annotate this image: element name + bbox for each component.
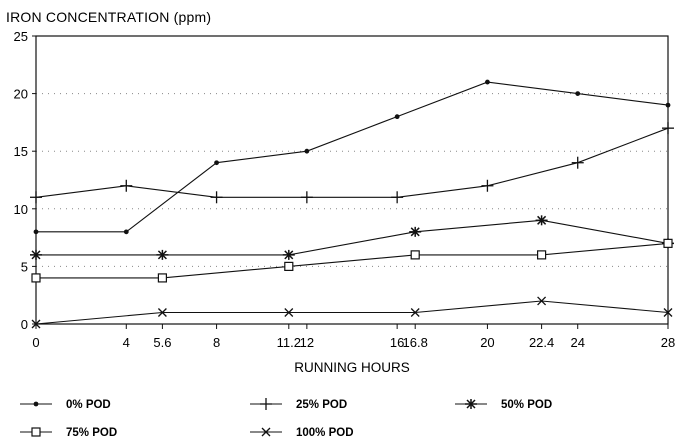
x-tick-label: 20	[480, 335, 494, 350]
asterisk-stroke	[410, 227, 420, 237]
point-marker-dot	[575, 91, 581, 96]
y-tick-label: 5	[21, 259, 28, 274]
x-stroke	[410, 308, 420, 317]
x-tick-label: 0	[32, 335, 39, 350]
x-stroke	[157, 308, 167, 317]
point-marker-plus	[210, 191, 223, 204]
point-marker-square	[157, 273, 167, 283]
y-tick-label: 15	[14, 144, 28, 159]
point-marker-square	[410, 250, 420, 260]
asterisk-stroke	[537, 215, 547, 225]
x-tick-label: 5.6	[153, 335, 171, 350]
y-axis: 0 5 10 15 20 25	[14, 29, 36, 332]
chart-title: IRON CONCENTRATION (ppm)	[6, 9, 211, 25]
legend-item: 100% POD	[250, 427, 354, 439]
x-tick-label: 8	[213, 335, 220, 350]
point-marker-plus	[391, 191, 404, 204]
point-marker-x	[537, 296, 547, 306]
series-100-pod	[31, 296, 673, 329]
x-stroke	[31, 319, 41, 329]
point-marker-dot	[485, 79, 490, 85]
point-marker-plus	[571, 156, 584, 169]
legend-label: 75% POD	[66, 427, 117, 439]
legend-item: 0% POD	[20, 399, 111, 411]
x-tick-label: 24	[570, 335, 584, 350]
point-marker-dot	[33, 229, 39, 235]
series-50-pod	[30, 215, 674, 260]
point-marker-dot	[394, 114, 400, 120]
point-marker-square	[31, 427, 41, 437]
x-tick-label: 16	[390, 335, 404, 350]
series-0-pod	[33, 79, 671, 235]
series-line	[35, 300, 669, 325]
point-marker-plus	[260, 398, 272, 410]
point-marker-asterisk	[282, 249, 295, 260]
asterisk-stroke	[284, 250, 294, 260]
y-tick-label: 25	[14, 29, 28, 44]
asterisk-stroke	[157, 250, 167, 260]
series-75-pod	[31, 238, 673, 283]
point-marker-square	[284, 261, 294, 271]
point-marker-dot	[304, 148, 310, 154]
x-tick-label: 4	[123, 335, 130, 350]
point-marker-plus	[120, 179, 133, 192]
x-tick-label: 11.2	[277, 335, 301, 350]
point-marker-square	[663, 238, 673, 248]
x-stroke	[537, 296, 547, 306]
plot-frame	[35, 35, 669, 325]
point-marker-plus	[662, 122, 674, 135]
x-tick-label: 16.8	[403, 335, 428, 350]
x-stroke	[663, 308, 673, 317]
legend: 0% POD 25% POD 50% POD 75% POD 100% POD	[20, 398, 552, 439]
grid	[36, 93, 668, 267]
point-marker-dot	[214, 160, 219, 166]
legend-label: 50% POD	[501, 399, 552, 411]
point-marker-x	[410, 308, 420, 317]
legend-label: 0% POD	[66, 399, 111, 411]
point-marker-asterisk	[535, 215, 548, 226]
series-group	[30, 79, 674, 329]
point-marker-plus	[30, 191, 42, 204]
x-tick-label: 12	[300, 335, 314, 350]
point-marker-asterisk	[409, 226, 422, 237]
point-marker-x	[261, 427, 271, 437]
point-marker-dot	[123, 229, 129, 235]
x-stroke	[284, 308, 294, 317]
legend-label: 25% POD	[296, 399, 347, 411]
series-line	[36, 219, 669, 256]
asterisk-stroke	[466, 399, 476, 409]
series-25-pod	[30, 122, 674, 204]
x-tick-label: 22.4	[529, 335, 554, 350]
point-marker-plus	[481, 179, 494, 192]
point-marker-x	[663, 308, 673, 317]
point-marker-x	[31, 319, 41, 329]
point-marker-square	[536, 250, 547, 260]
series-line	[36, 242, 669, 279]
series-line	[36, 81, 669, 233]
point-marker-asterisk	[156, 249, 169, 260]
point-marker-dot	[665, 102, 671, 108]
asterisk-stroke	[31, 250, 41, 260]
legend-label: 100% POD	[296, 427, 354, 439]
point-marker-asterisk	[30, 249, 42, 260]
point-marker-dot	[33, 401, 39, 407]
y-tick-label: 20	[14, 87, 28, 102]
y-tick-label: 10	[14, 202, 28, 217]
x-axis-label: RUNNING HOURS	[294, 360, 410, 375]
x-tick-label: 28	[661, 335, 675, 350]
point-marker-square	[31, 273, 41, 283]
legend-item: 25% POD	[250, 398, 347, 411]
point-marker-x	[157, 308, 167, 317]
point-marker-asterisk	[465, 399, 477, 409]
legend-item: 50% POD	[455, 399, 552, 411]
point-marker-x	[284, 308, 294, 317]
y-tick-label: 0	[21, 317, 28, 332]
point-marker-plus	[300, 191, 313, 204]
legend-item: 75% POD	[20, 427, 117, 439]
series-line	[35, 127, 669, 198]
x-stroke	[261, 427, 271, 437]
